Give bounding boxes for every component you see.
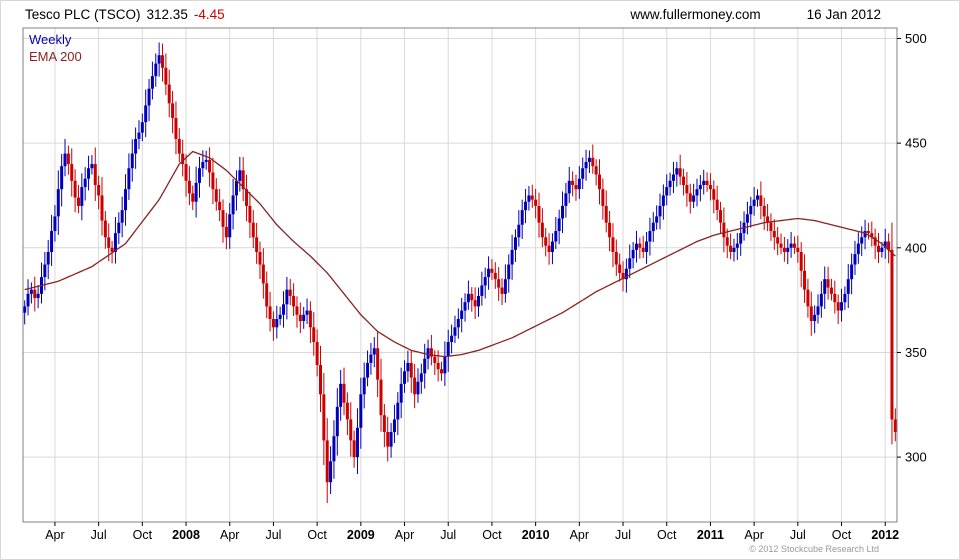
chart-legend: Weekly EMA 200	[29, 31, 82, 65]
svg-text:2009: 2009	[347, 528, 375, 542]
svg-text:350: 350	[905, 345, 927, 360]
svg-text:Jul: Jul	[790, 528, 806, 542]
svg-text:Apr: Apr	[45, 528, 64, 542]
svg-text:Oct: Oct	[832, 528, 852, 542]
date-label: 16 Jan 2012	[806, 6, 881, 22]
svg-text:Jul: Jul	[91, 528, 107, 542]
svg-text:Jul: Jul	[440, 528, 456, 542]
svg-text:Oct: Oct	[657, 528, 677, 542]
svg-text:2008: 2008	[172, 528, 200, 542]
svg-text:Oct: Oct	[482, 528, 502, 542]
header-meta: www.fullermoney.com 16 Jan 2012	[630, 7, 881, 22]
svg-text:500: 500	[905, 31, 927, 46]
last-price: 312.35	[146, 6, 188, 22]
svg-text:300: 300	[905, 450, 927, 465]
svg-text:Oct: Oct	[307, 528, 327, 542]
svg-text:Apr: Apr	[220, 528, 239, 542]
svg-text:2012: 2012	[871, 528, 899, 542]
legend-weekly-label: Weekly	[29, 32, 72, 47]
website-label: www.fullermoney.com	[630, 6, 761, 22]
legend-ema-label: EMA 200	[29, 49, 82, 64]
copyright-notice: © 2012 Stockcube Research Ltd	[749, 544, 879, 554]
svg-text:Jul: Jul	[265, 528, 281, 542]
svg-text:2010: 2010	[522, 528, 550, 542]
instrument-name: Tesco PLC (TSCO)	[25, 6, 141, 22]
svg-text:Apr: Apr	[395, 528, 414, 542]
svg-text:2011: 2011	[697, 528, 724, 542]
svg-text:400: 400	[905, 240, 927, 255]
svg-text:Apr: Apr	[744, 528, 763, 542]
price-change: -4.45	[193, 6, 225, 22]
svg-text:Oct: Oct	[133, 528, 153, 542]
chart-header: Tesco PLC (TSCO) 312.35 -4.45 www.fuller…	[25, 4, 881, 24]
svg-text:450: 450	[905, 136, 927, 151]
svg-text:Jul: Jul	[615, 528, 631, 542]
instrument-title: Tesco PLC (TSCO) 312.35 -4.45	[25, 7, 225, 22]
svg-text:Apr: Apr	[570, 528, 589, 542]
